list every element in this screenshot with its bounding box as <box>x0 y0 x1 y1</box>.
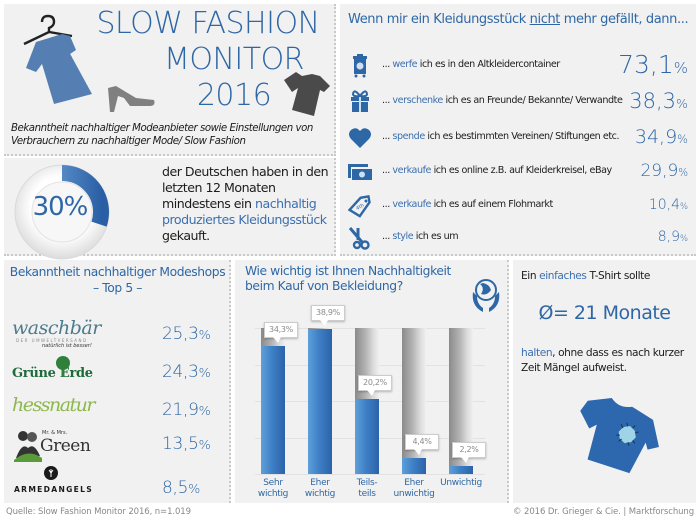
waschbaer-logo: waschbär DER UMWELTVERSAND natürlich ist… <box>12 317 101 349</box>
high-heel-shoe-icon <box>108 86 155 112</box>
disposal-panel: Wenn mir ein Kleidungsstück nicht mehr g… <box>340 4 696 256</box>
gruene-erde-logo: Grüne Erde <box>12 356 112 398</box>
tshirt-icon <box>284 72 330 116</box>
disposal-item: ... spende ich es bestimmten Vereinen/ S… <box>340 122 696 152</box>
brand-value: 8,5% <box>162 478 200 498</box>
disposal-title-underline: nicht <box>529 12 561 27</box>
disposal-item-value: 34,9% <box>634 126 688 148</box>
money-bills-icon <box>348 164 372 180</box>
bar <box>355 399 379 474</box>
disposal-item-value: 10,4% <box>648 197 688 213</box>
donut-panel: 30% der Deutschen haben in den letzten 1… <box>4 158 336 260</box>
chart-panel: Wie wichtig ist Ihnen Nachhaltigkeit bei… <box>235 260 509 503</box>
bar-category-label: Sehr wichtig <box>257 478 289 499</box>
brand-row: Mr. & Mrs. Green 13,5% <box>4 428 231 464</box>
bar <box>449 466 473 474</box>
couple-icon <box>14 431 42 462</box>
brand-row: Grüne Erde 24,3% <box>4 356 231 392</box>
title-line-1: SLOW FASHION <box>96 6 320 41</box>
bar-category-label: Eher unwichtig <box>393 478 435 499</box>
bar-category-label: Unwichtig <box>440 478 482 488</box>
donut-text-post: gekauft. <box>162 228 210 243</box>
tshirt-line-2: halten, ohne dass es nach kurzer Zeit Mä… <box>521 347 684 374</box>
disposal-item-text: ... style ich es um <box>382 231 459 242</box>
bar <box>402 458 426 474</box>
donut-value: 30% <box>32 192 89 222</box>
disposal-item-value: 29,9% <box>640 161 688 181</box>
brands-panel: Bekanntheit nachhaltiger Modeshops – Top… <box>4 260 231 503</box>
mr-mrs-green-logo: Mr. & Mrs. Green <box>12 428 112 464</box>
brands-title-line-2: – Top 5 – <box>93 281 142 295</box>
gift-icon <box>351 90 369 112</box>
armedangels-emblem-icon <box>44 466 58 480</box>
source-note: Quelle: Slow Fashion Monitor 2016, n=1.0… <box>6 507 191 517</box>
donut-text-highlight: nachhaltig produziertes Kleidungsstück <box>162 196 327 227</box>
disposal-title-pre: Wenn mir ein Kleidungsstück <box>348 12 530 27</box>
bar-category-label: Eher wichtig <box>304 478 336 499</box>
gridline <box>255 474 485 475</box>
disposal-item: ... verkaufe ich es online z.B. auf Klei… <box>340 156 696 186</box>
brand-row: ARMEDANGELS 8,5% <box>4 466 231 502</box>
disposal-title: Wenn mir ein Kleidungsstück nicht mehr g… <box>348 12 689 27</box>
donut-chart <box>14 164 110 260</box>
disposal-item-value: 73,1% <box>618 50 688 79</box>
disposal-item-text: ... spende ich es bestimmten Vereinen/ S… <box>382 131 620 142</box>
disposal-item: ... verschenke ich es an Freunde/ Bekann… <box>340 86 696 116</box>
tree-icon <box>56 356 70 377</box>
disposal-item-text: ... verkaufe ich es auf einem Flohmarkt <box>382 199 553 210</box>
dress-on-hanger-icon <box>23 14 92 104</box>
disposal-item-text: ... werfe ich es in den Altkleidercontai… <box>382 59 560 70</box>
armedangels-logo: ARMEDANGELS <box>12 466 112 502</box>
bar-value-label: 34,3% <box>264 322 298 343</box>
brand-value: 13,5% <box>162 434 211 454</box>
bar-value-label: 2,2% <box>452 442 486 463</box>
disposal-item-text: ... verkaufe ich es online z.B. auf Klei… <box>382 165 612 176</box>
disposal-item-value: 38,3% <box>629 89 688 113</box>
tshirt-line-1: Ein einfaches T-Shirt sollte <box>521 270 651 282</box>
disposal-item: ... style ich es um 8,9% <box>340 222 696 252</box>
disposal-title-post: mehr gefällt, dann... <box>560 12 689 27</box>
title-panel: SLOW FASHION MONITOR 2016 Bekanntheit na… <box>4 4 336 156</box>
subtitle: Bekanntheit nachhaltiger Modeanbieter so… <box>11 123 313 147</box>
disposal-item-value: 8,9% <box>657 229 688 245</box>
brand-value: 21,9% <box>162 400 211 420</box>
bar-value-label: 4,4% <box>405 434 439 455</box>
tshirt-panel: Ein einfaches T-Shirt sollte Ø= 21 Monat… <box>513 260 696 503</box>
recycling-bin-icon <box>353 54 367 78</box>
brand-row: waschbär DER UMWELTVERSAND natürlich ist… <box>4 318 231 354</box>
price-tag-icon: 4th <box>348 194 371 218</box>
disposal-item: ... werfe ich es in den Altkleidercontai… <box>340 50 696 80</box>
donut-description: der Deutschen haben in den letzten 12 Mo… <box>162 164 340 244</box>
donut-text-pre: der Deutschen haben in den letzten 12 Mo… <box>162 164 329 211</box>
title-line-2: MONITOR <box>163 42 305 77</box>
bar <box>261 346 285 474</box>
brands-title-line-1: Bekanntheit nachhaltiger Modeshops <box>9 265 226 279</box>
brand-value: 24,3% <box>162 362 211 382</box>
svg-text:4th: 4th <box>355 203 365 212</box>
bar <box>308 329 332 474</box>
globe-in-hands-icon <box>472 279 500 312</box>
scissors-icon <box>348 227 370 250</box>
copyright-note: © 2016 Dr. Grieger & Cie. | Marktforschu… <box>513 507 694 517</box>
bar-value-label: 38,9% <box>311 305 345 326</box>
disposal-item: 4th ... verkaufe ich es auf einem Flohma… <box>340 190 696 220</box>
bar-category-label: Teils-teils <box>356 478 378 499</box>
patched-tshirt-icon <box>580 398 659 474</box>
hessnatur-logo: hessnatur <box>12 394 96 416</box>
heart-icon <box>349 128 371 148</box>
chart-title: Wie wichtig ist Ihnen Nachhaltigkeit bei… <box>245 264 451 293</box>
disposal-item-text: ... verschenke ich es an Freunde/ Bekann… <box>382 95 623 106</box>
tshirt-average-months: Ø= 21 Monate <box>538 302 671 324</box>
mr-mrs-label: Mr. & Mrs. <box>42 430 68 436</box>
brand-row: hessnatur 21,9% <box>4 394 231 430</box>
bar-value-label: 20,2% <box>358 375 392 396</box>
title-line-3: 2016 <box>196 78 272 113</box>
brands-title: Bekanntheit nachhaltiger Modeshops – Top… <box>4 264 231 296</box>
brand-value: 25,3% <box>162 324 211 344</box>
